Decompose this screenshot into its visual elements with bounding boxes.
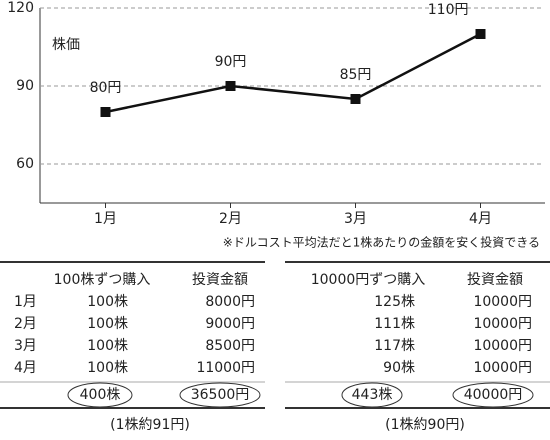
line xyxy=(105,32,482,114)
table-note: (1株約90円) xyxy=(385,417,465,433)
total-circle xyxy=(179,382,261,408)
y-tick-label: 90 xyxy=(16,78,34,94)
x-tick-label: 1月 xyxy=(94,211,117,227)
table-header: 投資金額 xyxy=(467,272,523,288)
total-circle xyxy=(67,382,133,408)
table-cell: 100株 xyxy=(87,360,128,376)
table-note: (1株約91円) xyxy=(110,417,190,433)
marker xyxy=(475,29,486,39)
x-tick-label: 3月 xyxy=(344,211,367,227)
table-cell: 8500円 xyxy=(205,338,255,354)
table-total: 400株 xyxy=(80,387,121,403)
table-header: 10000円ずつ購入 xyxy=(311,272,426,288)
table-cell: 100株 xyxy=(87,316,128,332)
table-cell: 111株 xyxy=(374,316,415,332)
table-cell: 90株 xyxy=(383,360,415,376)
table-cell: 10000円 xyxy=(473,360,532,376)
table-cell: 11000円 xyxy=(196,360,255,376)
value-label: 85円 xyxy=(340,67,372,83)
y-tick-label: 60 xyxy=(16,156,34,172)
table-cell: 125株 xyxy=(374,294,415,310)
table-cell: 8000円 xyxy=(205,294,255,310)
table-total: 36500円 xyxy=(191,387,250,403)
table-cell: 10000円 xyxy=(473,294,532,310)
table-cell: 117株 xyxy=(374,338,415,354)
marker xyxy=(100,107,111,117)
table-header: 100株ずつ購入 xyxy=(54,272,151,288)
row-label: 1月 xyxy=(14,294,37,310)
marker xyxy=(350,94,361,104)
value-label: 80円 xyxy=(90,80,122,96)
table-cell: 9000円 xyxy=(205,316,255,332)
chart-note: ※ドルコスト平均法だと1株あたりの金額を安く投資できる xyxy=(223,235,540,250)
table-total: 40000円 xyxy=(464,387,523,403)
x-tick-label: 2月 xyxy=(219,211,242,227)
table-cell: 100株 xyxy=(87,338,128,354)
table-cell: 10000円 xyxy=(473,338,532,354)
y-label: 株価 xyxy=(52,37,80,53)
x-tick-label: 4月 xyxy=(469,211,492,227)
total-circle xyxy=(452,382,534,408)
value-label: 110円 xyxy=(428,2,469,18)
row-label: 4月 xyxy=(14,360,37,376)
table-header: 投資金額 xyxy=(192,272,248,288)
marker xyxy=(225,81,236,91)
value-label: 90円 xyxy=(215,54,247,70)
total-circle xyxy=(341,382,403,408)
row-label: 2月 xyxy=(14,316,37,332)
table-cell: 100株 xyxy=(87,294,128,310)
y-tick-label: 120 xyxy=(7,0,34,16)
table-cell: 10000円 xyxy=(473,316,532,332)
row-label: 3月 xyxy=(14,338,37,354)
table-total: 443株 xyxy=(352,387,393,403)
